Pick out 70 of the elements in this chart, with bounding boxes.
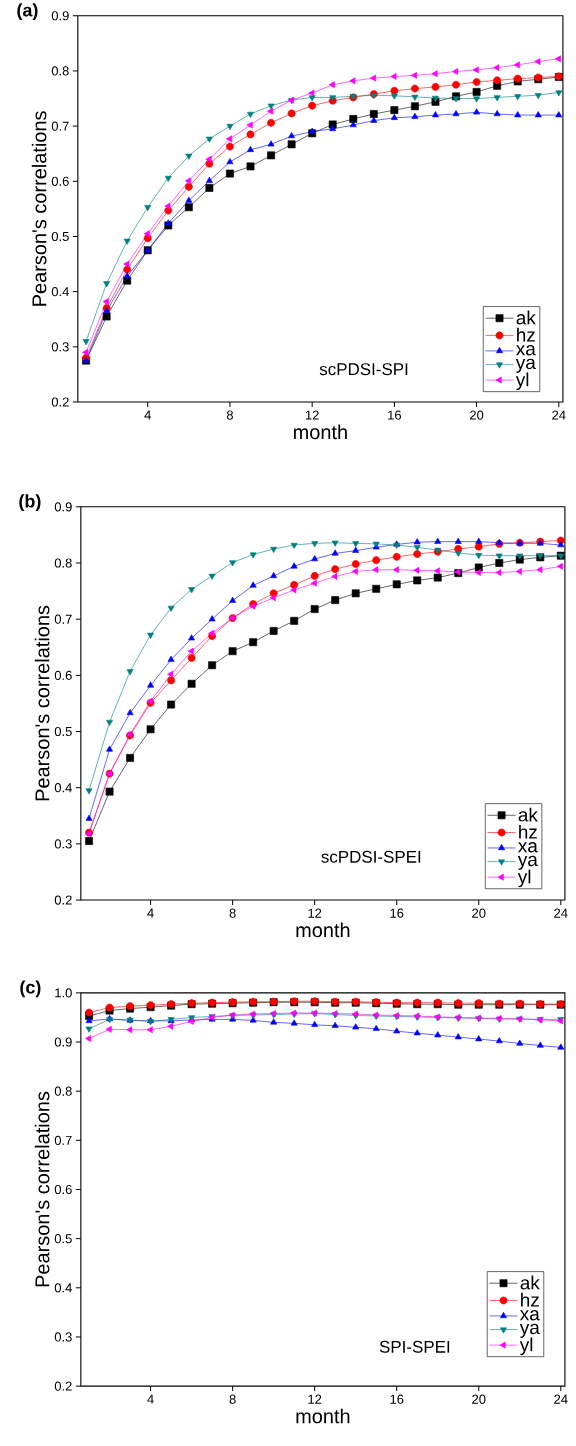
x-tick-label: 20 [472, 1394, 486, 1404]
x-tick-label: 16 [390, 908, 404, 918]
x-tick-label: 24 [552, 410, 566, 420]
legend-label: ak [520, 1275, 540, 1290]
chart-title: (c) [20, 980, 41, 998]
y-tick-label: 0.9 [51, 11, 69, 21]
annotation: scPDSI-SPEI [321, 850, 421, 863]
chart-title: (b) [19, 494, 41, 512]
legend-label: hz [519, 824, 537, 839]
y-axis-title: Pearson's correlations [34, 605, 50, 801]
x-axis-title: month [296, 1408, 350, 1424]
y-tick-label: 0.6 [54, 670, 72, 680]
x-tick-label: 4 [144, 410, 152, 420]
y-tick-label: 0.6 [54, 1184, 72, 1195]
legend-label: xa [518, 842, 538, 853]
x-tick-label: 20 [472, 908, 486, 918]
y-tick-label: 0.9 [54, 1037, 72, 1047]
y-tick-label: 0.8 [54, 1086, 72, 1096]
legend-label: ya [515, 358, 536, 373]
y-tick-label: 0.4 [54, 783, 73, 793]
annotation: scPDSI-SPI [319, 363, 408, 376]
y-tick-label: 0.7 [51, 121, 69, 131]
x-tick-label: 24 [554, 908, 568, 918]
y-tick-label: 0.2 [54, 1381, 72, 1391]
legend-label: ya [519, 1323, 540, 1338]
y-tick-label: 0.4 [54, 1283, 73, 1293]
legend-label: xa [520, 1310, 540, 1321]
x-tick-label: 16 [388, 410, 402, 420]
y-tick-label: 0.8 [54, 558, 72, 568]
y-tick-label: 0.3 [51, 342, 69, 352]
y-tick-label: 1.0 [55, 988, 72, 998]
x-tick-label: 20 [470, 410, 484, 420]
annotation: SPI-SPEI [379, 1340, 450, 1353]
x-tick-label: 4 [147, 908, 154, 918]
legend-label: xa [516, 345, 536, 356]
x-tick-label: 8 [229, 1394, 236, 1404]
y-tick-label: 0.4 [51, 287, 70, 297]
legend-label: yl [515, 372, 529, 391]
y-tick-label: 0.2 [51, 397, 69, 407]
x-tick-label: 4 [147, 1394, 154, 1404]
legend-label: ak [518, 807, 538, 822]
legend-label: yl [517, 869, 531, 888]
chart-title: (a) [17, 3, 38, 21]
y-tick-label: 0.2 [54, 895, 72, 905]
x-axis-title: month [296, 922, 350, 938]
legend-label: hz [521, 1292, 539, 1307]
x-tick-label: 24 [554, 1394, 568, 1404]
x-axis-title: month [294, 424, 347, 440]
y-tick-label: 0.5 [51, 231, 69, 242]
x-tick-label: 12 [305, 410, 319, 420]
x-tick-label: 16 [390, 1394, 404, 1404]
legend-label: ak [516, 310, 536, 325]
x-tick-label: 12 [308, 1394, 322, 1404]
y-tick-label: 0.9 [54, 502, 72, 512]
y-tick-label: 0.3 [54, 1332, 72, 1342]
y-tick-label: 0.5 [54, 1234, 72, 1244]
y-tick-label: 0.7 [54, 614, 72, 624]
y-axis-title: Pearson's correlations [34, 1091, 50, 1287]
y-tick-label: 0.7 [54, 1135, 72, 1145]
x-tick-label: 8 [226, 410, 234, 420]
legend-label: ya [517, 855, 538, 870]
y-tick-label: 0.6 [51, 176, 69, 186]
y-tick-label: 0.3 [54, 839, 72, 849]
y-axis-title: Pearson's correlations [31, 111, 47, 306]
x-tick-label: 12 [308, 908, 322, 918]
y-tick-label: 0.5 [54, 726, 72, 737]
legend-label: hz [517, 327, 535, 342]
y-tick-label: 0.8 [51, 66, 69, 76]
x-tick-label: 8 [229, 908, 236, 918]
legend-label: yl [519, 1337, 533, 1356]
